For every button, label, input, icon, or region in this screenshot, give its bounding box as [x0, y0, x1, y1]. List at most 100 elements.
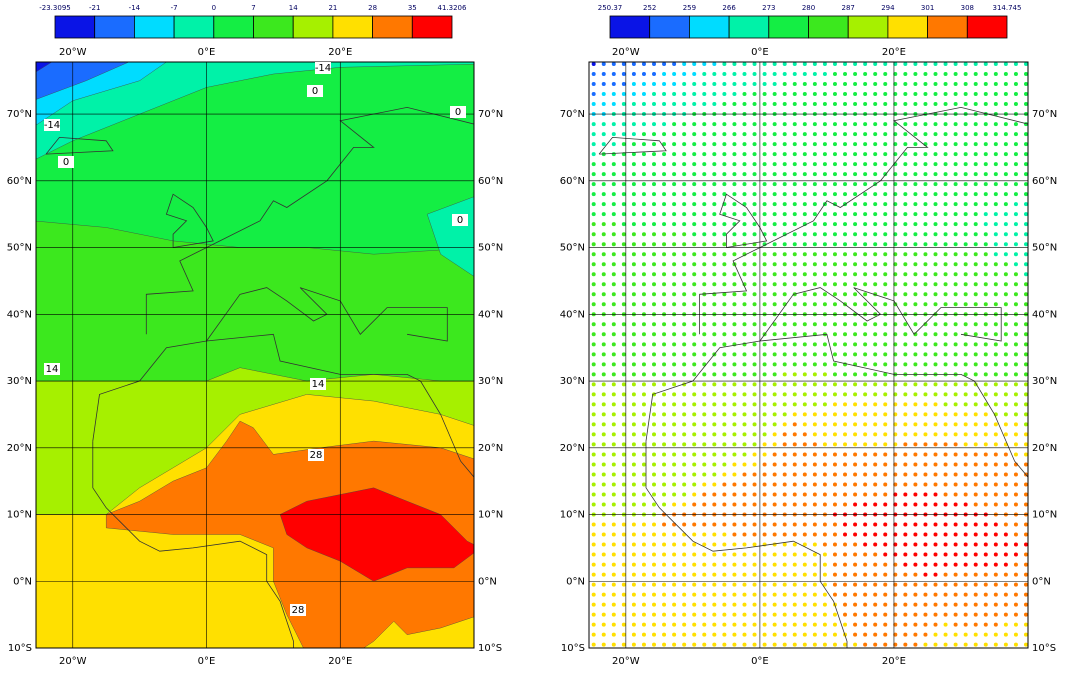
lon-label-bottom: 0°E	[751, 656, 769, 667]
grid-dot	[913, 482, 918, 487]
grid-dot	[1023, 462, 1028, 467]
grid-dot	[631, 362, 636, 367]
grid-dot	[993, 402, 998, 407]
grid-dot	[973, 542, 978, 547]
grid-dot	[993, 82, 998, 87]
contour-label: 28	[292, 605, 305, 616]
grid-dot	[843, 552, 848, 557]
grid-dot	[782, 372, 787, 377]
grid-dot	[631, 482, 636, 487]
grid-dot	[812, 342, 817, 347]
grid-dot	[983, 372, 988, 377]
grid-dot	[662, 252, 667, 257]
grid-dot	[933, 582, 938, 587]
grid-dot	[883, 492, 888, 497]
grid-dot	[772, 542, 777, 547]
grid-dot	[1013, 472, 1018, 477]
grid-dot	[712, 362, 717, 367]
grid-dot	[601, 432, 606, 437]
grid-dot	[742, 192, 747, 197]
grid-dot	[662, 522, 667, 527]
grid-dot	[772, 362, 777, 367]
grid-dot	[893, 622, 898, 627]
grid-dot	[873, 322, 878, 327]
grid-dot	[692, 602, 697, 607]
grid-dot	[611, 142, 616, 147]
grid-dot	[652, 92, 657, 97]
grid-dot	[923, 492, 928, 497]
grid-dot	[601, 482, 606, 487]
grid-dot	[641, 482, 646, 487]
grid-dot	[672, 252, 677, 257]
grid-dot	[631, 462, 636, 467]
grid-dot	[832, 542, 837, 547]
grid-dot	[641, 302, 646, 307]
grid-dot	[672, 502, 677, 507]
grid-dot	[782, 162, 787, 167]
grid-dot	[943, 222, 948, 227]
grid-dot	[963, 452, 968, 457]
grid-dot	[702, 172, 707, 177]
grid-dot	[752, 592, 757, 597]
grid-dot	[843, 452, 848, 457]
grid-dot	[611, 392, 616, 397]
grid-dot	[923, 222, 928, 227]
grid-dot	[953, 422, 958, 427]
grid-dot	[752, 362, 757, 367]
grid-dot	[913, 342, 918, 347]
grid-dot	[983, 72, 988, 77]
grid-dot	[822, 442, 827, 447]
grid-dot	[1003, 252, 1008, 257]
grid-dot	[943, 472, 948, 477]
grid-dot	[682, 342, 687, 347]
grid-dot	[631, 372, 636, 377]
grid-dot	[923, 172, 928, 177]
grid-dot	[782, 362, 787, 367]
grid-dot	[591, 632, 596, 637]
grid-dot	[621, 502, 626, 507]
grid-dot	[983, 542, 988, 547]
grid-dot	[802, 232, 807, 237]
grid-dot	[611, 322, 616, 327]
grid-dot	[672, 92, 677, 97]
grid-dot	[802, 502, 807, 507]
grid-dot	[611, 632, 616, 637]
grid-dot	[953, 152, 958, 157]
grid-dot	[672, 262, 677, 267]
grid-dot	[893, 132, 898, 137]
grid-dot	[983, 482, 988, 487]
grid-dot	[983, 232, 988, 237]
grid-dot	[913, 592, 918, 597]
grid-dot	[712, 132, 717, 137]
grid-dot	[953, 462, 958, 467]
grid-dot	[601, 292, 606, 297]
grid-dot	[762, 572, 767, 577]
grid-dot	[832, 192, 837, 197]
grid-dot	[682, 272, 687, 277]
grid-dot	[943, 552, 948, 557]
grid-dot	[611, 382, 616, 387]
grid-dot	[772, 192, 777, 197]
grid-dot	[822, 372, 827, 377]
grid-dot	[983, 642, 988, 647]
grid-dot	[913, 472, 918, 477]
grid-dot	[631, 602, 636, 607]
grid-dot	[933, 392, 938, 397]
grid-dot	[641, 522, 646, 527]
colorbar-tick-label: 7	[251, 4, 255, 12]
grid-dot	[742, 472, 747, 477]
grid-dot	[973, 432, 978, 437]
grid-dot	[732, 642, 737, 647]
grid-dot	[943, 502, 948, 507]
grid-dot	[611, 62, 616, 67]
grid-dot	[752, 272, 757, 277]
filled-contour	[36, 62, 53, 73]
grid-dot	[682, 532, 687, 537]
lat-label-right: 70°N	[1032, 109, 1057, 120]
grid-dot	[621, 232, 626, 237]
grid-dot	[641, 62, 646, 67]
grid-dot	[722, 362, 727, 367]
grid-dot	[611, 412, 616, 417]
grid-dot	[853, 302, 858, 307]
grid-dot	[923, 212, 928, 217]
